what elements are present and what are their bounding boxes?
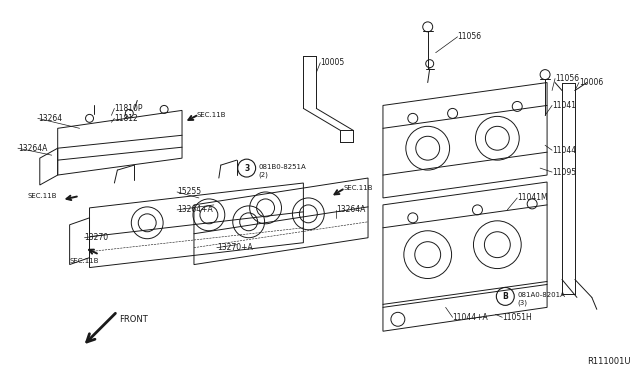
Text: 10006: 10006 bbox=[579, 78, 603, 87]
Text: 11051H: 11051H bbox=[502, 313, 532, 322]
Text: 11056: 11056 bbox=[555, 74, 579, 83]
Circle shape bbox=[497, 288, 515, 305]
Text: SEC.11B: SEC.11B bbox=[28, 193, 58, 199]
Text: FRONT: FRONT bbox=[120, 315, 148, 324]
Text: 11041: 11041 bbox=[552, 101, 576, 110]
Text: 11810P: 11810P bbox=[115, 104, 143, 113]
Text: 10005: 10005 bbox=[320, 58, 344, 67]
Text: SEC.11B: SEC.11B bbox=[70, 258, 99, 264]
Text: 13264A: 13264A bbox=[18, 144, 47, 153]
Text: B: B bbox=[502, 292, 508, 301]
Text: R111001U: R111001U bbox=[587, 357, 630, 366]
Text: SEC.11B: SEC.11B bbox=[343, 185, 372, 191]
Circle shape bbox=[237, 159, 255, 177]
Text: 11041M: 11041M bbox=[517, 193, 548, 202]
Text: 11056: 11056 bbox=[458, 32, 482, 41]
Text: 3: 3 bbox=[244, 164, 250, 173]
Text: 11095: 11095 bbox=[552, 167, 576, 177]
Text: 081B0-8251A
(2): 081B0-8251A (2) bbox=[259, 164, 307, 177]
Text: 13270+A: 13270+A bbox=[217, 243, 253, 252]
Text: 11044: 11044 bbox=[552, 146, 576, 155]
Text: 15255: 15255 bbox=[177, 187, 201, 196]
Text: 13270: 13270 bbox=[84, 233, 109, 242]
Text: 11812: 11812 bbox=[115, 114, 138, 123]
Text: 081A0-8201A
(3): 081A0-8201A (3) bbox=[517, 292, 565, 306]
Text: 13264A: 13264A bbox=[336, 205, 365, 214]
Text: 11044+A: 11044+A bbox=[452, 313, 488, 322]
Text: SEC.11B: SEC.11B bbox=[197, 112, 227, 118]
Text: 13264+A: 13264+A bbox=[177, 205, 213, 214]
Text: 13264: 13264 bbox=[38, 114, 62, 123]
